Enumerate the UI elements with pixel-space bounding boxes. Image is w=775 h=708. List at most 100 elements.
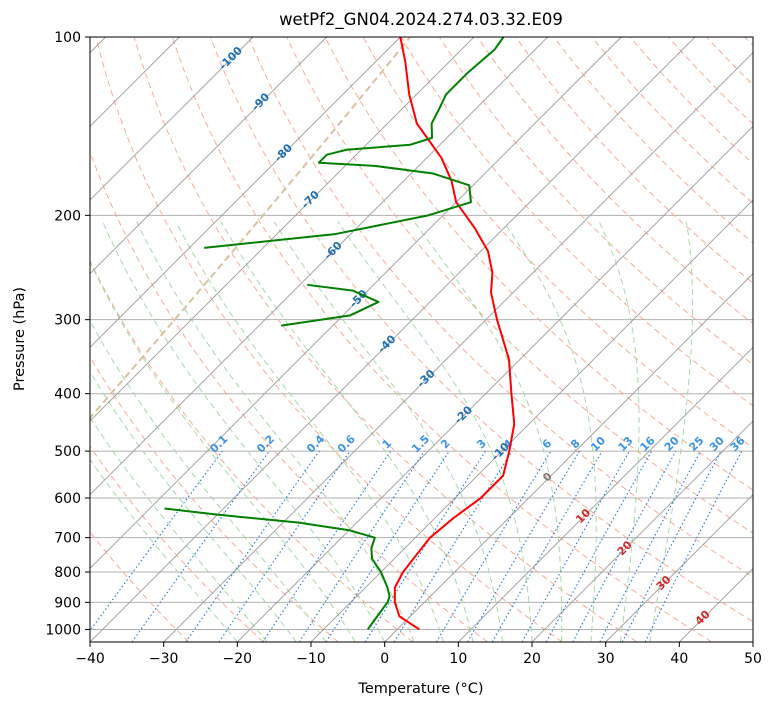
moist-adiabat — [102, 221, 386, 642]
x-tick-label: 20 — [523, 651, 541, 667]
dry-adiabat — [210, 37, 753, 623]
moist-adiabat — [337, 221, 533, 642]
isotherm-label: 10 — [573, 506, 593, 526]
isotherm-line — [90, 37, 254, 201]
mixing-ratio-line — [298, 450, 425, 642]
reference-curve — [90, 37, 411, 420]
dry-adiabat — [553, 37, 753, 244]
y-tick-label: 300 — [54, 313, 81, 329]
temperature-line — [393, 37, 516, 631]
isotherm-label: -80 — [272, 141, 295, 164]
dry-adiabat — [477, 37, 753, 325]
isotherm-line — [90, 37, 622, 569]
dry-adiabat — [515, 37, 753, 284]
mixing-ratio-line — [90, 450, 223, 632]
isotherm-label: -100 — [216, 44, 245, 73]
mixing-ratio-label: 8 — [568, 437, 583, 452]
moist-adiabat — [598, 221, 640, 642]
dewpoint-line-upper-lobe — [281, 283, 380, 327]
dewpoint-line-upper — [204, 37, 505, 249]
x-tick-label: 10 — [449, 651, 467, 667]
isotherm-line — [237, 125, 753, 642]
isotherm-label: 0 — [540, 470, 555, 485]
isotherm-line — [163, 52, 753, 642]
mixing-ratio-line — [393, 450, 513, 642]
isotherm-line — [90, 37, 327, 275]
profile-series — [164, 37, 516, 631]
dry-adiabat — [90, 531, 190, 642]
isotherm-line — [384, 273, 753, 642]
mixing-ratio-line — [131, 450, 270, 642]
moist-adiabat — [413, 221, 563, 642]
mixing-ratio-label: 0.2 — [254, 433, 277, 456]
mixing-ratio-line — [491, 450, 603, 642]
dry-adiabat — [744, 37, 753, 47]
x-tick-label: −10 — [296, 651, 326, 667]
y-tick-label: 700 — [54, 531, 81, 547]
mixing-ratio-line — [364, 450, 486, 642]
isotherm-line — [458, 346, 753, 642]
y-tick-label: 400 — [54, 387, 81, 403]
isotherm-label: 30 — [654, 573, 674, 593]
isotherm-line — [310, 199, 753, 642]
mixing-ratio-line — [599, 450, 702, 642]
y-axis-title: Pressure (hPa) — [12, 287, 28, 391]
moist-adiabat — [649, 221, 694, 642]
x-tick-label: 50 — [744, 651, 762, 667]
dry-adiabat — [706, 37, 753, 86]
mixing-ratio-label: 0.4 — [304, 432, 327, 455]
moist-adiabat — [90, 416, 268, 642]
x-axis-title: Temperature (°C) — [357, 681, 483, 697]
isotherm-label: -60 — [322, 239, 345, 262]
mixing-ratio-label: 0.1 — [207, 433, 230, 456]
dry-adiabats — [90, 37, 753, 642]
isotherm-label: 40 — [693, 608, 713, 628]
mixing-ratio-label: 6 — [540, 436, 555, 451]
mixing-ratio-label: 3 — [474, 437, 489, 452]
plot-frame — [89, 36, 754, 643]
moist-adiabat — [136, 221, 415, 642]
mixing-ratio-line — [521, 450, 630, 642]
y-tick-label: 500 — [54, 444, 81, 460]
chart-title: wetPf2_GN04.2024.274.03.32.E09 — [279, 10, 563, 30]
skewed-isotherms — [90, 37, 753, 642]
x-axis: −40 −30 −20 −10 0 10 20 30 40 50 — [75, 642, 762, 667]
x-tick-label: 0 — [380, 651, 389, 667]
x-tick-label: 30 — [597, 651, 615, 667]
mixing-ratio-line — [325, 450, 450, 642]
isotherm-line — [679, 567, 753, 642]
mixing-ratio-line — [218, 450, 351, 642]
isotherm-line — [90, 37, 401, 348]
moist-adiabat — [503, 221, 597, 642]
dewpoint-line — [164, 507, 391, 631]
y-tick-label: 800 — [54, 565, 81, 581]
isotherm-line — [605, 494, 753, 642]
isotherm-label: -70 — [299, 188, 322, 211]
moist-adiabats — [90, 221, 694, 642]
mixing-ratio-line — [467, 450, 580, 642]
isotherm-line — [531, 420, 753, 642]
isotherm-label: -20 — [452, 403, 475, 426]
moist-adiabat — [175, 221, 445, 642]
x-tick-label: 40 — [670, 651, 688, 667]
y-tick-label: 100 — [54, 30, 81, 46]
moist-adiabat — [90, 319, 327, 642]
y-axis: 1000 900 800 700 600 500 400 300 200 100 — [45, 30, 90, 638]
dry-adiabat — [90, 150, 488, 642]
dry-adiabat — [133, 37, 638, 642]
moist-adiabat — [90, 458, 238, 642]
isotherm-label: -30 — [414, 367, 437, 390]
x-tick-label: −40 — [75, 651, 105, 667]
dry-adiabat — [95, 37, 563, 642]
dry-adiabat — [248, 37, 753, 578]
dry-adiabat — [90, 445, 264, 642]
isotherm-label: -40 — [375, 332, 398, 355]
y-tick-label: 1000 — [45, 622, 81, 638]
x-tick-label: −20 — [223, 651, 253, 667]
mixing-ratio-line — [435, 450, 552, 642]
moist-adiabat — [220, 221, 474, 642]
y-tick-label: 200 — [54, 208, 81, 224]
x-tick-label: −30 — [149, 651, 179, 667]
dry-adiabat — [90, 259, 414, 642]
mixing-ratio-line — [185, 450, 320, 642]
